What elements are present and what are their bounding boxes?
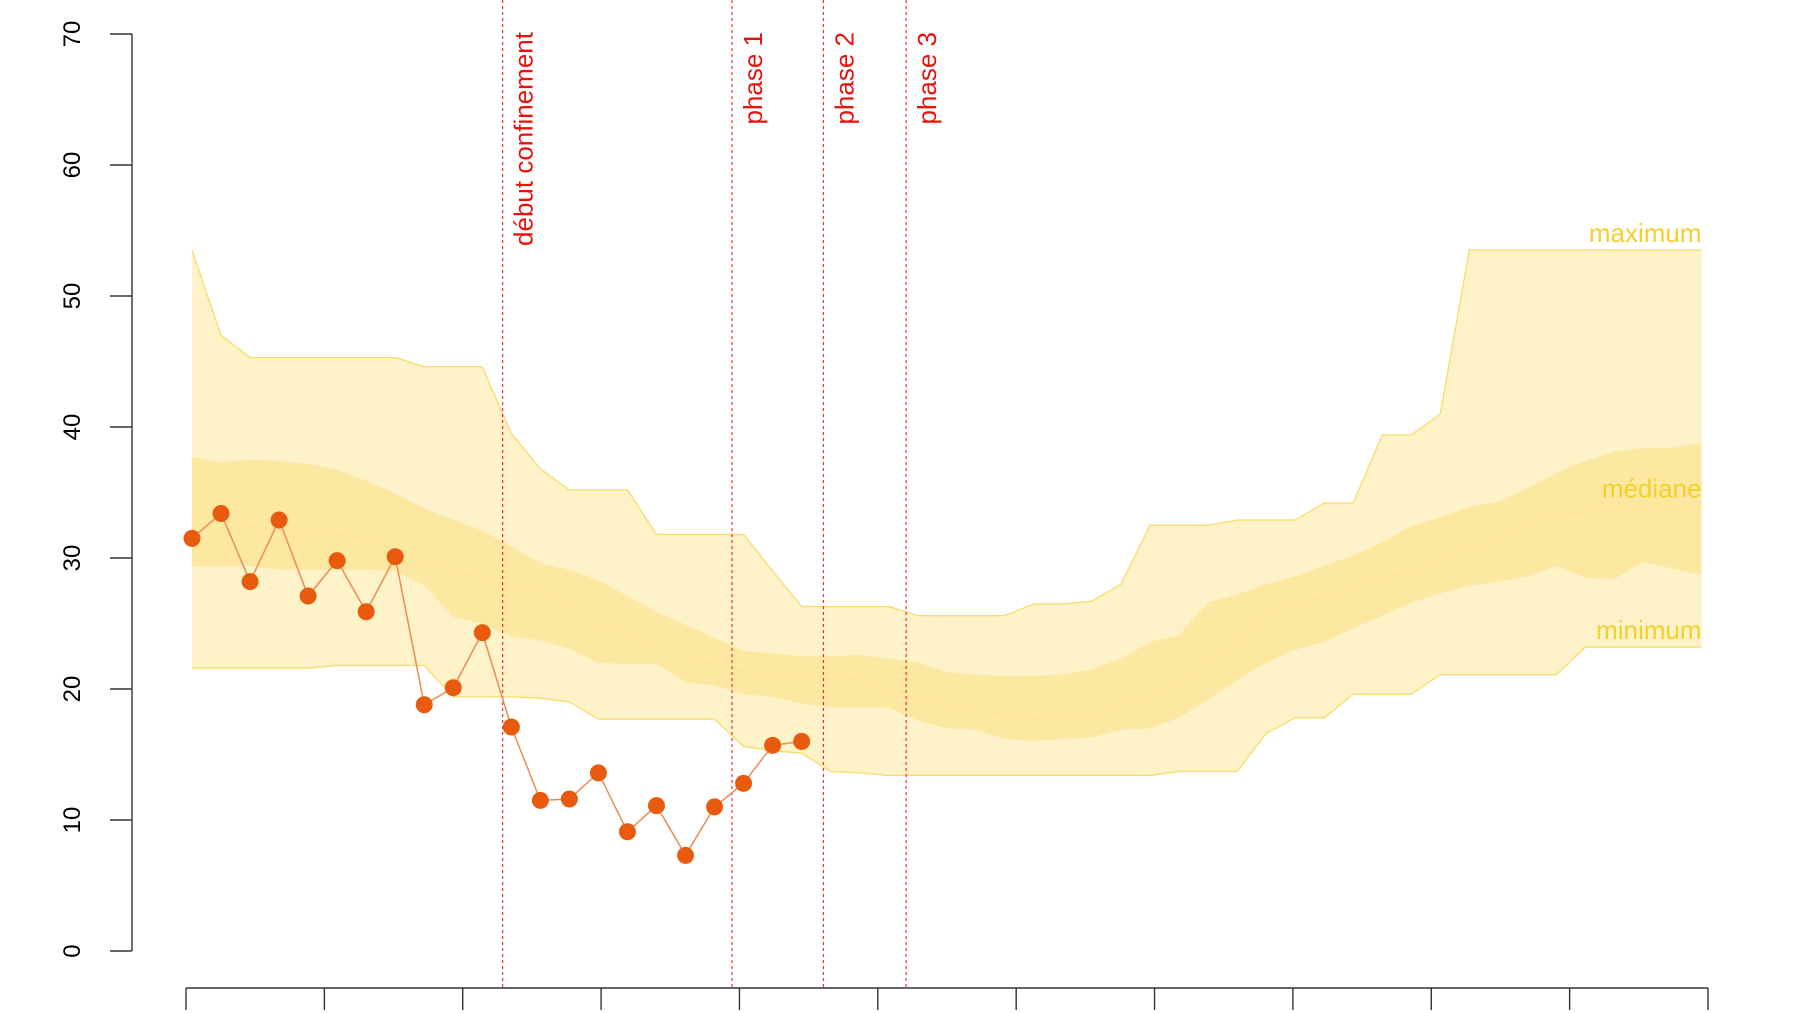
y-tick-label-20: 20 xyxy=(59,676,86,703)
data-point-15 xyxy=(589,764,607,782)
band-layer xyxy=(191,249,1702,777)
data-point-17 xyxy=(647,797,665,815)
y-tick-label-40: 40 xyxy=(59,414,86,441)
y-tick-label-10: 10 xyxy=(59,807,86,834)
y-tick-label-70: 70 xyxy=(59,21,86,48)
data-point-22 xyxy=(793,732,811,750)
event-layer xyxy=(502,0,907,988)
data-point-12 xyxy=(502,718,520,736)
data-point-21 xyxy=(764,736,782,754)
label-layer: début confinement phase 1 phase 2 phase 3 ma… xyxy=(509,31,1702,645)
y-tick-label-50: 50 xyxy=(59,283,86,310)
data-point-1 xyxy=(183,529,201,547)
data-point-20 xyxy=(735,774,753,792)
data-point-6 xyxy=(328,552,346,570)
label-mediane: médiane xyxy=(1602,474,1702,504)
data-point-18 xyxy=(677,846,695,864)
event-label-4: phase 3 xyxy=(912,32,942,125)
series-layer xyxy=(183,504,811,864)
data-point-10 xyxy=(444,679,462,697)
axis-layer: 0 10 20 30 40 50 60 70 xyxy=(59,21,1709,1010)
data-point-5 xyxy=(299,587,317,605)
maximum-line xyxy=(191,249,1702,617)
data-point-2 xyxy=(212,504,230,522)
y-tick-label-60: 60 xyxy=(59,152,86,179)
data-point-9 xyxy=(415,696,433,714)
label-minimum: minimum xyxy=(1596,615,1701,645)
y-tick-label-0: 0 xyxy=(59,944,86,957)
event-label-1: début confinement xyxy=(509,31,539,246)
data-point-7 xyxy=(357,603,375,621)
data-point-3 xyxy=(241,573,259,591)
data-point-14 xyxy=(560,790,578,808)
data-point-16 xyxy=(618,823,636,841)
data-point-19 xyxy=(706,798,724,816)
observed-line xyxy=(191,512,802,857)
data-point-8 xyxy=(386,548,404,566)
data-point-4 xyxy=(270,511,288,529)
event-label-3: phase 2 xyxy=(829,32,859,125)
event-label-2: phase 1 xyxy=(738,32,768,125)
data-point-13 xyxy=(531,791,549,809)
y-tick-label-30: 30 xyxy=(59,545,86,572)
label-maximum: maximum xyxy=(1589,218,1702,248)
minimum-line xyxy=(192,646,1702,777)
data-point-11 xyxy=(473,624,491,642)
median-line xyxy=(191,504,1702,720)
inner-band xyxy=(192,442,1702,742)
